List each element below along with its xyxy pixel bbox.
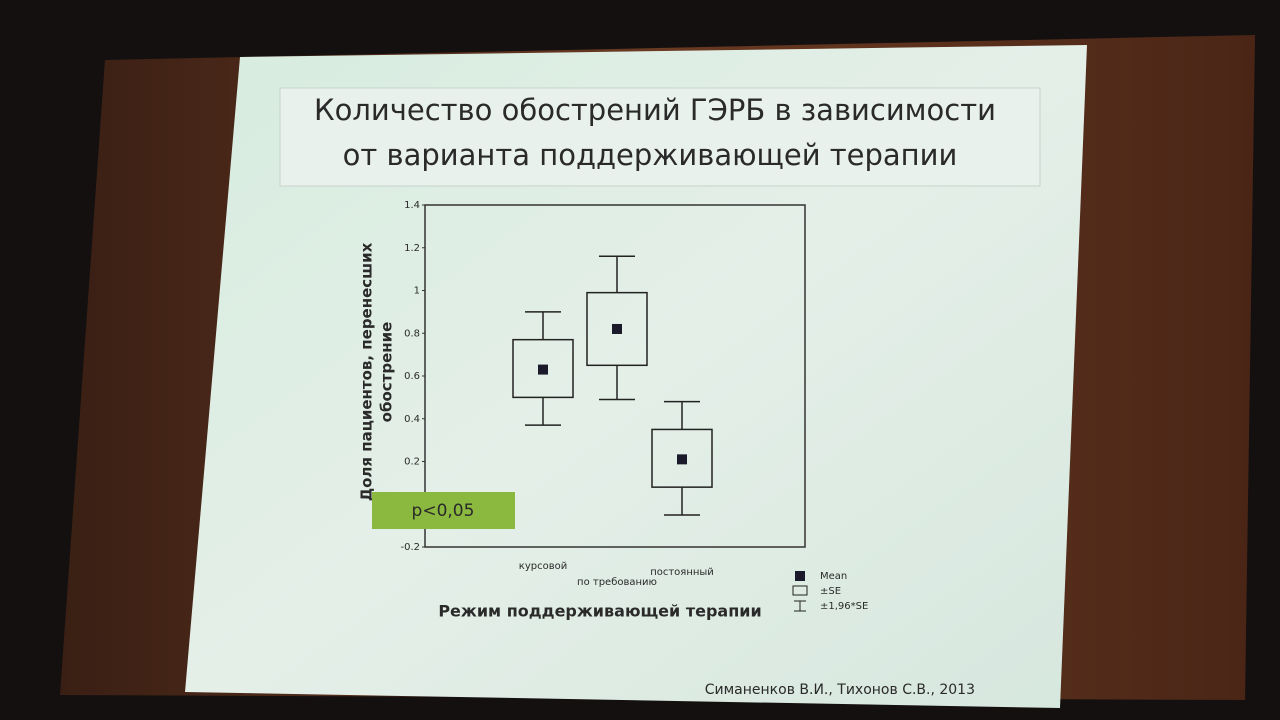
x-tick-label: постоянный <box>650 567 714 578</box>
annotation: p<0,05 <box>412 501 475 521</box>
y-tick-label: 1.2 <box>404 243 420 254</box>
legend-label: Mean <box>820 571 847 582</box>
legend-ci <box>794 600 806 612</box>
y-tick-label: 0.8 <box>404 328 420 339</box>
x-tick-label: курсовой <box>519 561 567 572</box>
y-axis-label: обострение <box>378 322 396 423</box>
y-label-group: Доля пациентов, перенесших обострение <box>358 242 396 501</box>
se-box <box>651 428 713 488</box>
legend-label: ±SE <box>820 586 841 597</box>
mean-marker <box>612 323 622 334</box>
y-axis-label: Доля пациентов, перенесших <box>358 242 376 501</box>
se-box <box>512 338 574 399</box>
y-tick-label: 1 <box>414 286 420 297</box>
x-axis-label: Режим поддерживающей терапии <box>438 602 761 621</box>
legend: Mean ±SE ±1,96*SE <box>792 571 868 612</box>
legend-mean <box>795 571 805 581</box>
chart-title: от варианта поддерживающей терапии <box>343 138 958 172</box>
slide <box>185 45 1087 708</box>
legend-se <box>792 585 808 596</box>
y-tick-label: -0.2 <box>400 542 420 553</box>
y-tick-label: 1.4 <box>404 200 420 211</box>
annotation-box <box>372 492 515 529</box>
se-box <box>586 291 648 367</box>
y-tick-label: 0.6 <box>404 371 420 382</box>
legend-label: ±1,96*SE <box>820 601 868 612</box>
chart-title: Количество обострений ГЭРБ в зависимости <box>314 93 996 127</box>
source: Симаненков В.И., Тихонов С.В., 2013 <box>705 682 975 698</box>
title-box <box>279 87 1041 187</box>
mean-marker <box>538 364 548 375</box>
y-tick-label: 0.4 <box>404 414 420 425</box>
y-tick-label: 0.2 <box>404 457 420 468</box>
mean-marker <box>677 454 687 465</box>
x-tick-label: по требованию <box>577 577 657 588</box>
